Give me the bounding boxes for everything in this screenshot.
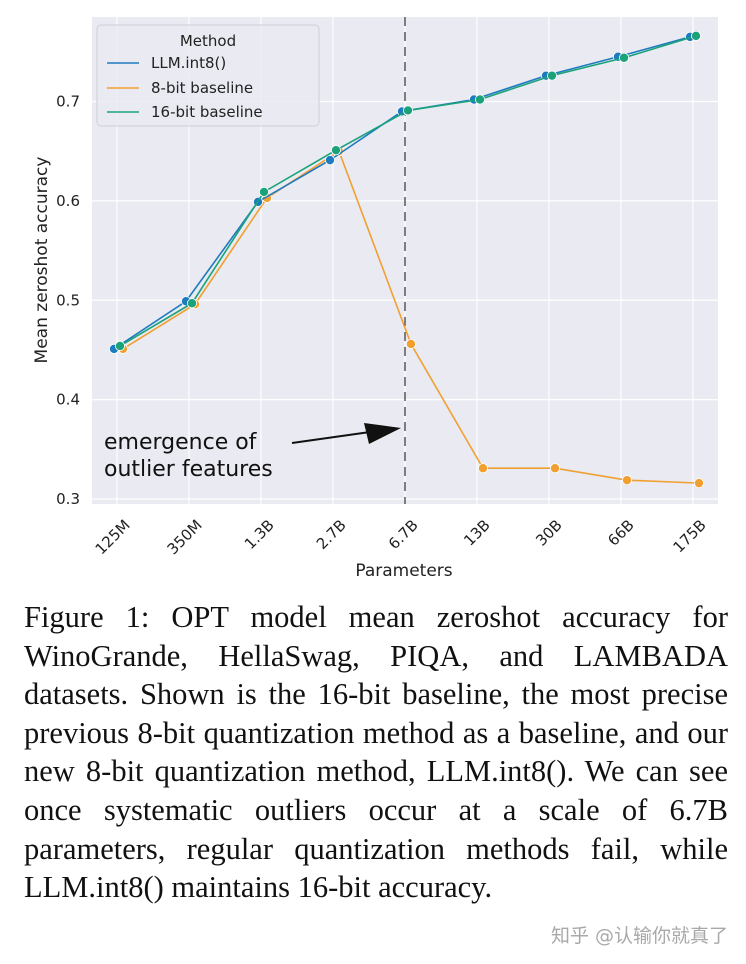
- figure-caption: Figure 1: OPT model mean zeroshot accura…: [24, 600, 728, 905]
- series-group: [109, 30, 705, 489]
- legend-label-llm-int8: LLM.int8(): [151, 54, 226, 72]
- y-tick-label: 0.5: [56, 291, 80, 309]
- annotation-arrow-head: [364, 423, 401, 444]
- data-point-16-bit-baseline: [258, 186, 269, 197]
- x-tick-label: 13B: [460, 516, 494, 550]
- data-point-16-bit-baseline: [691, 30, 702, 41]
- legend-label-16bit: 16-bit baseline: [151, 103, 263, 121]
- data-point-16-bit-baseline: [330, 145, 341, 156]
- y-tick-label: 0.4: [56, 391, 80, 409]
- x-tick-label: 30B: [532, 516, 566, 550]
- x-axis-title: Parameters: [355, 561, 452, 581]
- data-point-16-bit-baseline: [547, 70, 558, 81]
- x-tick-label: 175B: [670, 516, 710, 556]
- series-8-bit-baseline: [118, 146, 705, 489]
- y-tick-labels: 0.3 0.4 0.5 0.6 0.7: [56, 92, 80, 508]
- legend: Method LLM.int8() 8-bit baseline 16-bit …: [96, 24, 320, 127]
- x-tick-label: 2.7B: [313, 516, 350, 553]
- data-point-16-bit-baseline: [619, 52, 630, 63]
- data-point-8-bit-baseline: [694, 478, 705, 489]
- x-tick-label: 66B: [604, 516, 638, 550]
- annotation: emergence of outlier features: [104, 423, 401, 482]
- data-point-8-bit-baseline: [477, 463, 488, 474]
- x-tick-label: 6.7B: [385, 516, 422, 553]
- data-point-16-bit-baseline: [115, 340, 126, 351]
- y-tick-label: 0.3: [56, 490, 80, 508]
- legend-title: Method: [180, 32, 236, 50]
- accuracy-chart: 0.3 0.4 0.5 0.6 0.7 125M 350M 1.3B 2.7B 6.7B 13B 3…: [32, 17, 718, 581]
- data-point-8-bit-baseline: [550, 463, 561, 474]
- annotation-line-1: emergence of: [104, 430, 258, 455]
- data-point-16-bit-baseline: [186, 298, 197, 309]
- data-point-8-bit-baseline: [622, 475, 633, 486]
- x-tick-labels: 125M 350M 1.3B 2.7B 6.7B 13B 30B 66B 175B: [92, 516, 710, 558]
- annotation-line-2: outlier features: [104, 457, 273, 482]
- data-point-llm-int8: [324, 155, 335, 166]
- legend-box: [96, 24, 320, 127]
- x-tick-label: 1.3B: [241, 516, 278, 553]
- y-tick-label: 0.6: [56, 192, 80, 210]
- annotation-arrow-shaft: [291, 431, 371, 444]
- y-tick-label: 0.7: [56, 92, 80, 110]
- x-tick-label: 350M: [164, 516, 206, 558]
- y-axis-title: Mean zeroshot accuracy: [32, 157, 52, 364]
- data-point-16-bit-baseline: [474, 94, 485, 105]
- data-point-16-bit-baseline: [402, 105, 413, 116]
- data-point-8-bit-baseline: [405, 338, 416, 349]
- x-tick-label: 125M: [92, 516, 134, 558]
- watermark: 知乎 @认输你就真了: [550, 925, 728, 947]
- legend-label-8bit: 8-bit baseline: [151, 79, 253, 97]
- series-16-bit-baseline: [115, 30, 702, 351]
